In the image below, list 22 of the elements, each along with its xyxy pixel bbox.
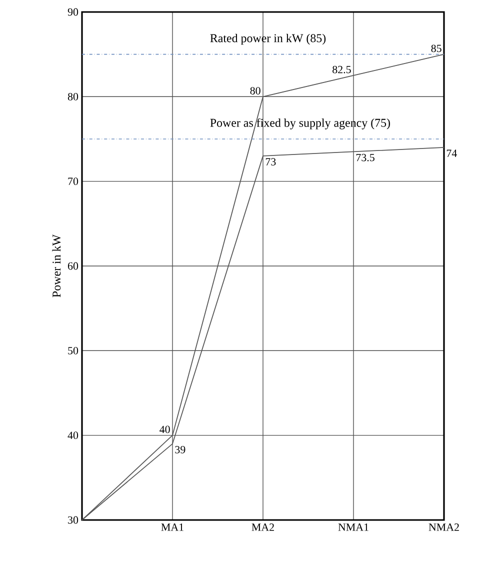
y-tick-label: 50 — [68, 346, 78, 354]
data-label: 73.5 — [356, 154, 374, 162]
x-tick-label: NMA2 — [428, 524, 459, 531]
x-tick-label: NMA1 — [338, 524, 368, 531]
y-tick-label: 30 — [68, 516, 78, 524]
ref-line-label: Power as fixed by supply agency (75) — [210, 118, 390, 130]
x-tick-label: MA2 — [252, 524, 274, 531]
ref-line-label: Rated power in kW (85) — [210, 34, 326, 45]
data-label: 39 — [175, 446, 186, 454]
data-label: 82.5 — [332, 66, 351, 74]
y-tick-label: 60 — [68, 262, 78, 270]
y-tick-label: 40 — [68, 432, 78, 440]
data-label: 73 — [266, 158, 276, 166]
y-axis-title: Power in kW — [52, 234, 61, 298]
data-label: 74 — [446, 150, 457, 157]
y-tick-label: 90 — [68, 8, 78, 16]
data-label: 40 — [160, 426, 170, 434]
y-tick-label: 80 — [68, 92, 78, 100]
data-label: 85 — [431, 44, 442, 52]
y-tick-label: 70 — [68, 178, 78, 186]
data-label: 80 — [250, 87, 260, 94]
x-tick-label: MA1 — [161, 524, 184, 531]
